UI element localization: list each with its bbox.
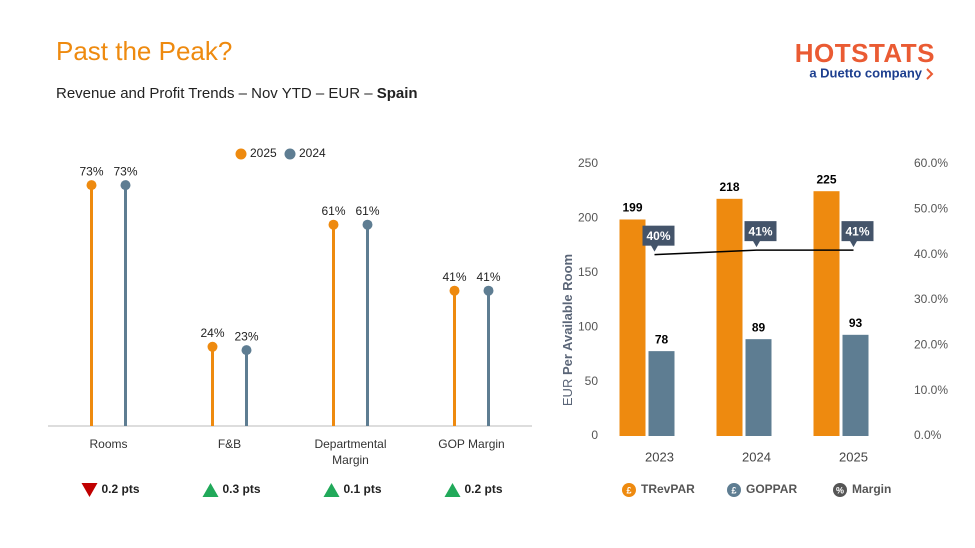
y-axis-unit: EUR — [560, 379, 575, 406]
subtitle-text: Revenue and Profit Trends – Nov YTD – EU… — [56, 85, 373, 102]
bar-value-label: 199 — [622, 201, 642, 215]
y-axis-label: EUR Per Available Room — [560, 254, 575, 406]
bar-value-label: 78 — [655, 332, 669, 346]
bar-value-label: 93 — [849, 316, 863, 330]
y-tick-label: 200 — [578, 211, 598, 225]
bar — [842, 334, 869, 436]
line-value-label: 41% — [845, 224, 869, 238]
legend-marker — [284, 148, 296, 160]
legend-icon-symbol: £ — [626, 485, 631, 495]
line-value-label: 41% — [748, 224, 772, 238]
margin-line — [654, 249, 854, 256]
lollipop-head — [207, 341, 218, 352]
logo-chevron — [926, 68, 934, 80]
y-tick-label: 150 — [578, 265, 598, 279]
line-value-label: 40% — [646, 229, 670, 243]
x-tick-label: 2024 — [742, 449, 771, 464]
value-label: 41% — [476, 270, 500, 284]
y2-tick-label: 60.0% — [914, 156, 948, 170]
legend-label: 2024 — [299, 146, 326, 160]
bar — [813, 191, 840, 436]
y2-tick-label: 50.0% — [914, 202, 948, 216]
logo-name: HOTSTATS — [795, 38, 935, 68]
change-label: 0.1 pts — [344, 482, 382, 496]
legend-icon-symbol: % — [836, 485, 844, 495]
bar — [745, 339, 772, 436]
value-label: 61% — [355, 204, 379, 218]
y2-tick-label: 0.0% — [914, 428, 942, 442]
bar — [716, 198, 743, 436]
change-label: 0.2 pts — [102, 482, 140, 496]
change-arrow — [202, 483, 219, 497]
bar-value-label: 225 — [816, 172, 836, 186]
value-label: 23% — [234, 329, 258, 343]
line-label-box — [841, 221, 874, 242]
change-arrow — [444, 483, 461, 497]
value-label: 73% — [113, 164, 137, 178]
lollipop-head — [449, 285, 460, 296]
legend-icon — [622, 483, 636, 497]
y2-tick-label: 40.0% — [914, 247, 948, 261]
x-tick-label: GOP Margin — [438, 437, 505, 451]
y-tick-label: 100 — [578, 319, 598, 333]
x-tick-label: 2025 — [839, 449, 868, 464]
value-label: 24% — [200, 326, 224, 340]
legend-icon — [727, 483, 741, 497]
legend-label: GOPPAR — [746, 482, 797, 496]
legend-icon — [833, 483, 847, 497]
lollipop-head — [241, 345, 252, 356]
change-label: 0.2 pts — [465, 482, 503, 496]
y2-tick-label: 20.0% — [914, 338, 948, 352]
title: Past the Peak? — [56, 36, 232, 66]
y2-tick-label: 10.0% — [914, 383, 948, 397]
y-axis-desc: Per Available Room — [560, 254, 575, 375]
line-label-box — [744, 221, 777, 242]
x-tick-label: F&B — [217, 437, 242, 451]
line-label-pointer — [650, 244, 659, 252]
x-tick-label: Departmental Margin — [314, 437, 387, 467]
logo-tagline: a Duetto company — [809, 65, 922, 80]
y2-tick-label: 30.0% — [914, 292, 948, 306]
value-label: 61% — [321, 204, 345, 218]
change-arrow — [81, 483, 98, 497]
lollipop-head — [483, 285, 494, 296]
lollipop-head — [86, 180, 97, 191]
x-tick-label: 2023 — [645, 449, 674, 464]
bar-value-label: 218 — [719, 180, 739, 194]
legend-label: TRevPAR — [641, 482, 695, 496]
subtitle-region: Spain — [377, 85, 418, 102]
y-tick-label: 50 — [585, 374, 599, 388]
bar-value-label: 89 — [752, 320, 766, 334]
y-tick-label: 250 — [578, 156, 598, 170]
x-tick-label: Rooms — [89, 437, 128, 451]
lollipop-head — [120, 180, 131, 191]
lollipop-head — [362, 219, 373, 230]
legend-label: Margin — [852, 482, 891, 496]
line-label-pointer — [849, 240, 858, 248]
legend-label: 2025 — [250, 146, 277, 160]
legend-marker — [235, 148, 247, 160]
value-label: 73% — [79, 164, 103, 178]
change-arrow — [323, 483, 340, 497]
subtitle: Revenue and Profit Trends – Nov YTD – EU… — [56, 85, 418, 102]
line-label-pointer — [752, 240, 761, 248]
lollipop-head — [328, 219, 339, 230]
bar — [648, 351, 675, 436]
line-label-box — [642, 225, 675, 246]
y-tick-label: 0 — [591, 428, 598, 442]
legend-icon-symbol: £ — [731, 485, 736, 495]
bar — [619, 219, 646, 436]
change-label: 0.3 pts — [223, 482, 261, 496]
value-label: 41% — [442, 270, 466, 284]
